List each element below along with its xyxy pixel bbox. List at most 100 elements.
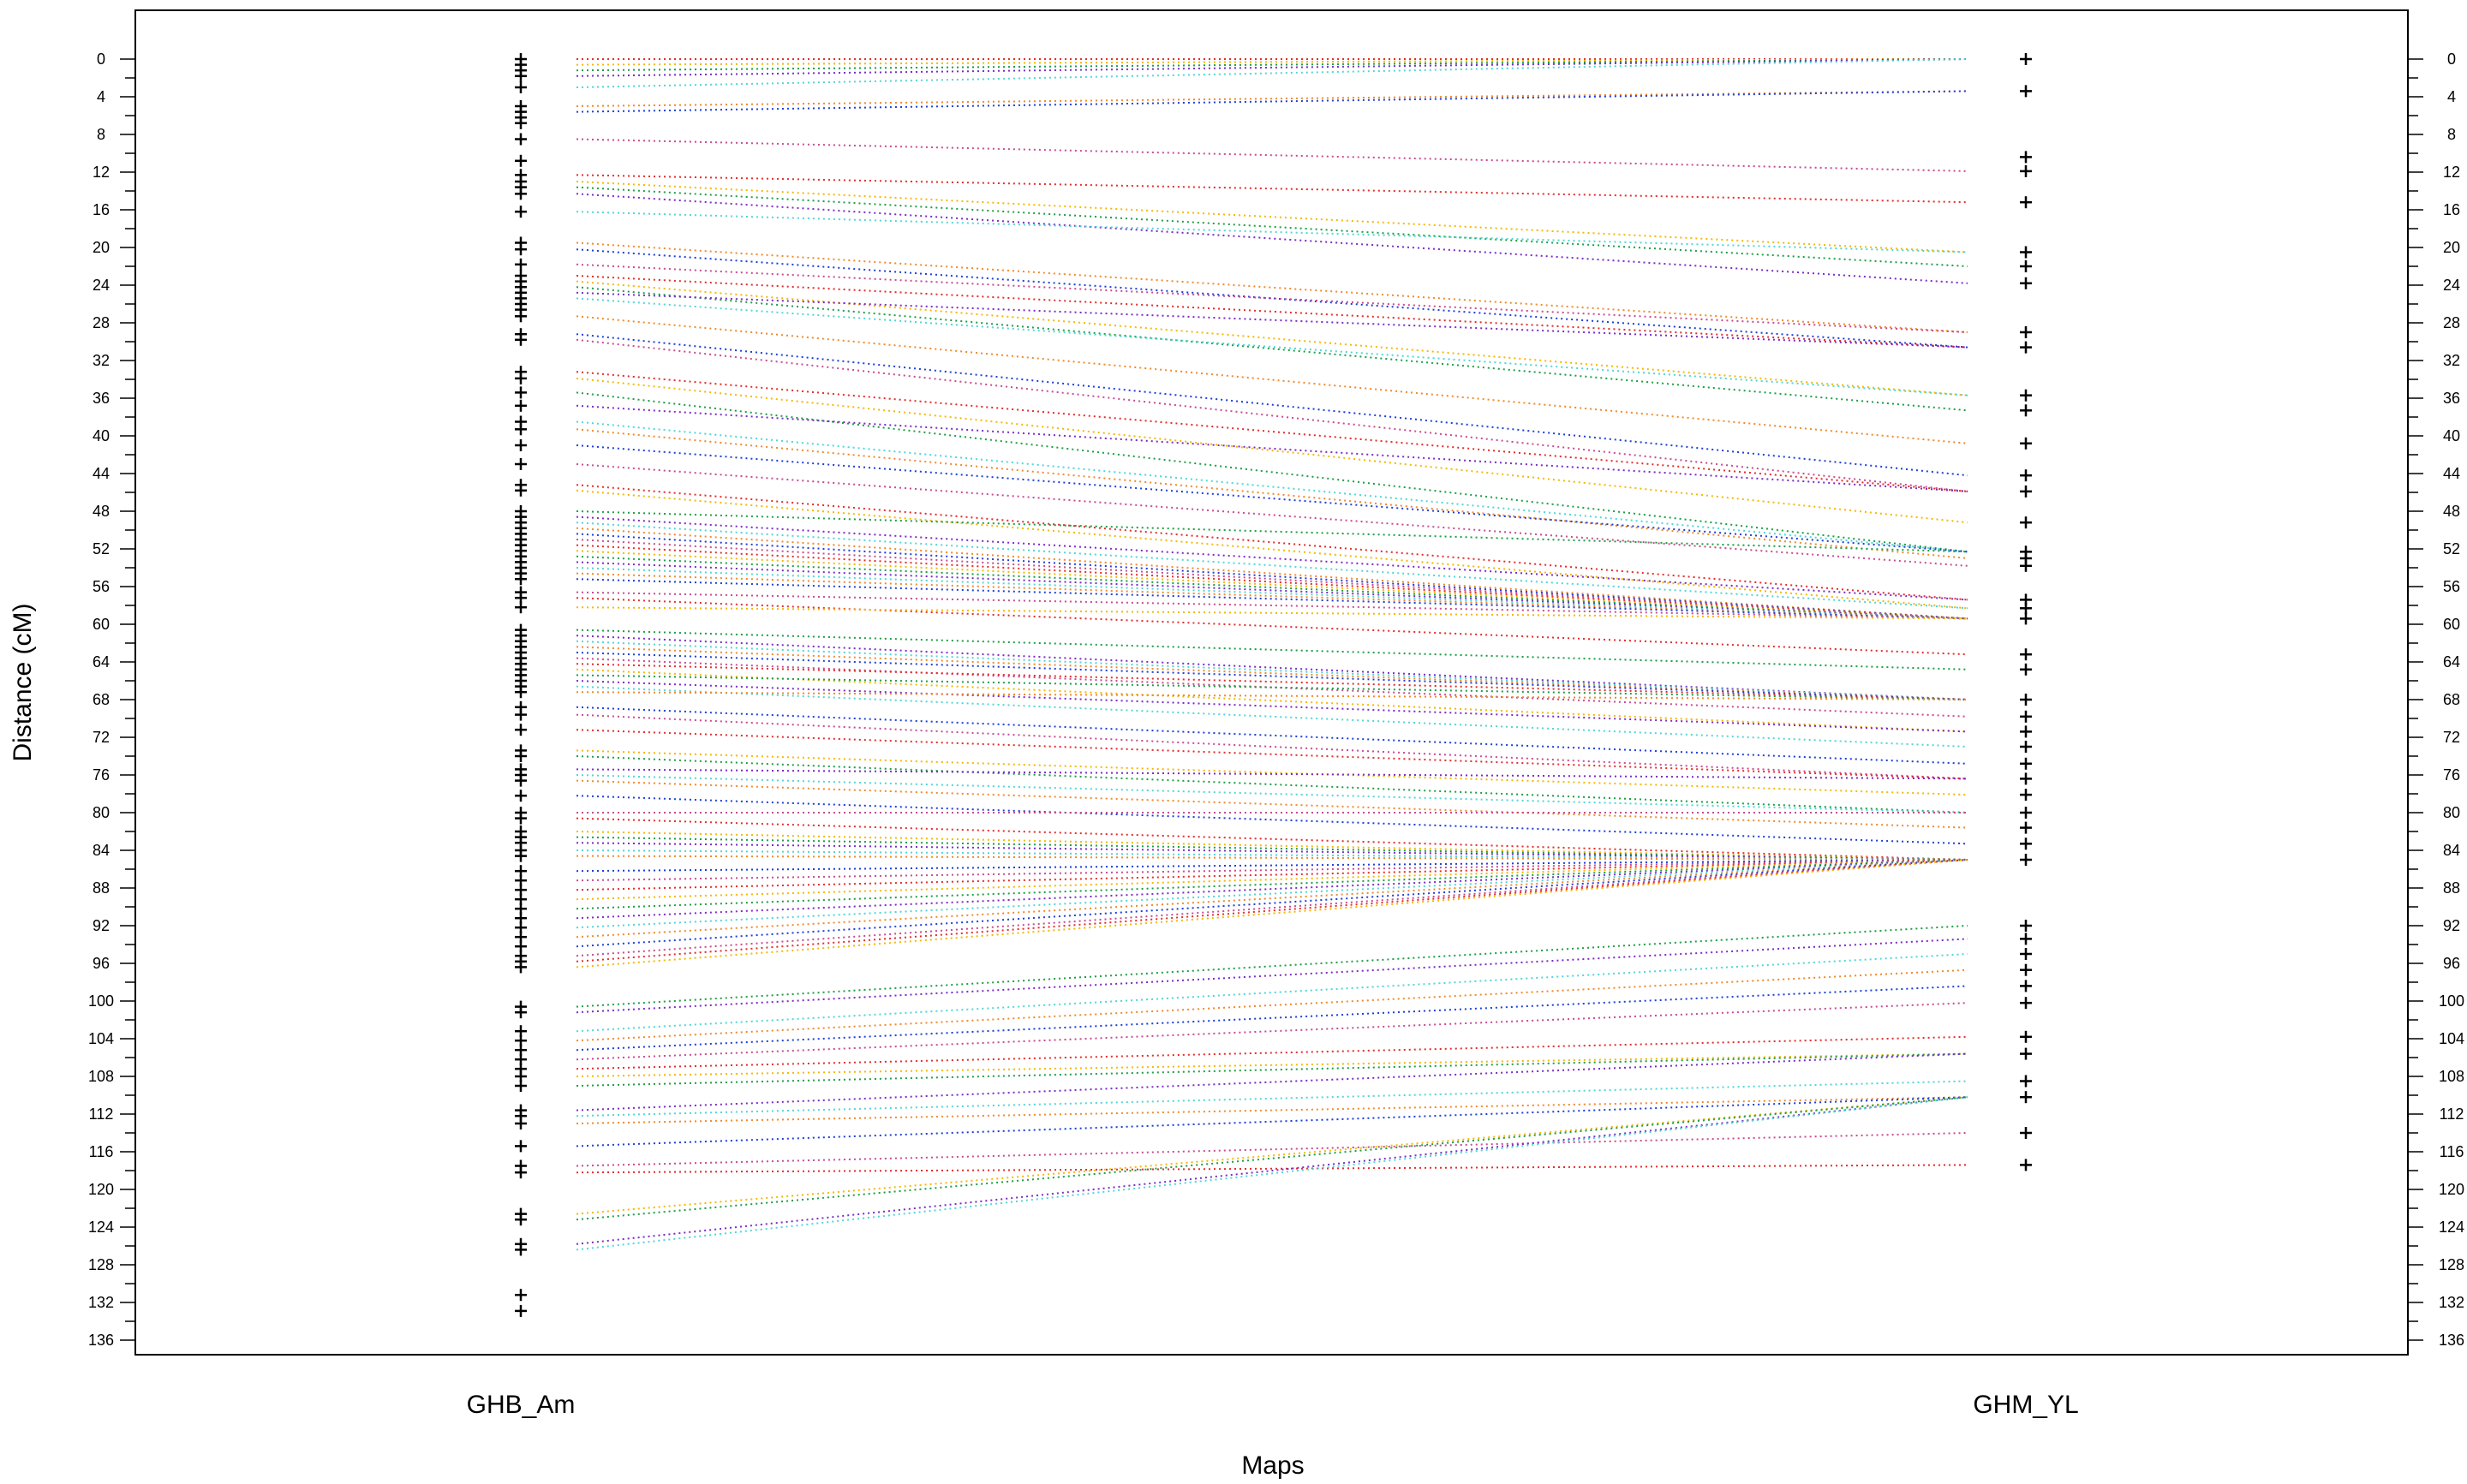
link-line bbox=[576, 859, 1968, 910]
left-tick-label: 4 bbox=[97, 88, 105, 105]
marker-plus bbox=[2020, 933, 2032, 945]
marker-plus bbox=[2020, 741, 2032, 753]
left-tick-label: 36 bbox=[93, 390, 110, 407]
left-tick-label: 40 bbox=[93, 427, 110, 444]
marker-plus bbox=[2020, 663, 2032, 676]
marker-plus bbox=[515, 724, 527, 736]
marker-plus bbox=[515, 188, 527, 200]
link-line bbox=[576, 138, 1968, 172]
link-line bbox=[576, 836, 1968, 861]
left-tick-label: 48 bbox=[93, 503, 110, 520]
right-tick-label: 20 bbox=[2443, 239, 2460, 256]
left-tick-label: 16 bbox=[93, 201, 110, 218]
link-line bbox=[576, 768, 1968, 780]
marker-plus bbox=[515, 961, 527, 974]
marker-plus bbox=[515, 1304, 527, 1317]
link-line bbox=[576, 606, 1968, 620]
right-tick-label: 8 bbox=[2447, 126, 2456, 143]
marker-plus bbox=[2020, 341, 2032, 354]
link-lines bbox=[576, 58, 1968, 1251]
link-line bbox=[576, 855, 1968, 861]
link-line bbox=[576, 859, 1968, 939]
marker-plus bbox=[515, 206, 527, 218]
left-tick-label: 88 bbox=[93, 879, 110, 897]
right-tick-label: 16 bbox=[2443, 201, 2460, 218]
link-line bbox=[576, 591, 1968, 620]
left-tick-label: 24 bbox=[93, 277, 110, 294]
y-axis-title: Distance (cM) bbox=[9, 603, 37, 761]
left-map-label: GHB_Am bbox=[467, 1391, 576, 1419]
left-tick-label: 20 bbox=[93, 239, 110, 256]
link-line bbox=[576, 193, 1968, 284]
link-line bbox=[576, 1002, 1968, 1061]
right-tick-label: 36 bbox=[2443, 390, 2460, 407]
marker-plus bbox=[2020, 757, 2032, 770]
link-line bbox=[576, 333, 1968, 477]
right-tick-label: 44 bbox=[2443, 465, 2460, 482]
marker-plus bbox=[2020, 516, 2032, 529]
marker-plus bbox=[515, 750, 527, 762]
right-tick-label: 92 bbox=[2443, 917, 2460, 934]
link-line bbox=[576, 1080, 1968, 1117]
link-line bbox=[576, 1052, 1968, 1087]
link-line bbox=[576, 1052, 1968, 1112]
marker-plus bbox=[515, 133, 527, 146]
left-y-axis: 0481216202428323640444852566064687276808… bbox=[88, 51, 135, 1349]
link-line bbox=[576, 859, 1968, 957]
right-tick-label: 52 bbox=[2443, 540, 2460, 557]
link-line bbox=[576, 315, 1968, 444]
link-line bbox=[576, 859, 1968, 891]
link-line bbox=[576, 275, 1968, 349]
marker-plus bbox=[2020, 404, 2032, 417]
link-line bbox=[576, 572, 1968, 620]
marker-plus bbox=[515, 458, 527, 470]
right-tick-label: 116 bbox=[2440, 1143, 2464, 1160]
marker-plus bbox=[2020, 1030, 2032, 1043]
right-tick-label: 40 bbox=[2443, 427, 2460, 444]
left-tick-label: 60 bbox=[93, 616, 110, 633]
link-line bbox=[576, 749, 1968, 796]
link-line bbox=[576, 1096, 1968, 1215]
marker-plus bbox=[515, 116, 527, 129]
marker-plus bbox=[515, 1289, 527, 1302]
marker-plus bbox=[2020, 1075, 2032, 1088]
marker-plus bbox=[2020, 164, 2032, 177]
link-line bbox=[576, 371, 1968, 492]
left-tick-label: 136 bbox=[88, 1332, 114, 1349]
link-line bbox=[576, 248, 1968, 349]
left-tick-label: 76 bbox=[93, 766, 110, 784]
marker-plus bbox=[2020, 1091, 2032, 1104]
link-line bbox=[576, 859, 1968, 901]
link-line bbox=[576, 859, 1968, 929]
right-tick-label: 104 bbox=[2439, 1030, 2464, 1047]
marker-plus bbox=[515, 484, 527, 497]
marker-plus bbox=[2020, 559, 2032, 572]
link-line bbox=[576, 181, 1968, 253]
link-line bbox=[576, 779, 1968, 829]
marker-plus bbox=[515, 790, 527, 802]
marker-plus bbox=[2020, 997, 2032, 1010]
link-line bbox=[576, 685, 1968, 748]
left-tick-label: 56 bbox=[93, 578, 110, 595]
link-line bbox=[576, 527, 1968, 620]
marker-plus bbox=[515, 1166, 527, 1179]
link-line bbox=[576, 1096, 1968, 1221]
marker-plus bbox=[2020, 602, 2032, 615]
link-line bbox=[576, 1164, 1968, 1174]
link-line bbox=[576, 90, 1968, 113]
link-line bbox=[576, 706, 1968, 765]
marker-plus bbox=[515, 573, 527, 586]
marker-plus bbox=[2020, 437, 2032, 450]
right-tick-label: 48 bbox=[2443, 503, 2460, 520]
link-line bbox=[576, 842, 1968, 861]
link-line bbox=[576, 1096, 1968, 1124]
marker-plus bbox=[515, 399, 527, 412]
link-line bbox=[576, 1052, 1968, 1077]
marker-plus bbox=[515, 1213, 527, 1226]
link-line bbox=[576, 186, 1968, 267]
link-line bbox=[576, 555, 1968, 620]
marker-plus bbox=[515, 1080, 527, 1092]
link-line bbox=[576, 680, 1968, 733]
marker-plus bbox=[515, 243, 527, 256]
link-line bbox=[576, 646, 1968, 700]
